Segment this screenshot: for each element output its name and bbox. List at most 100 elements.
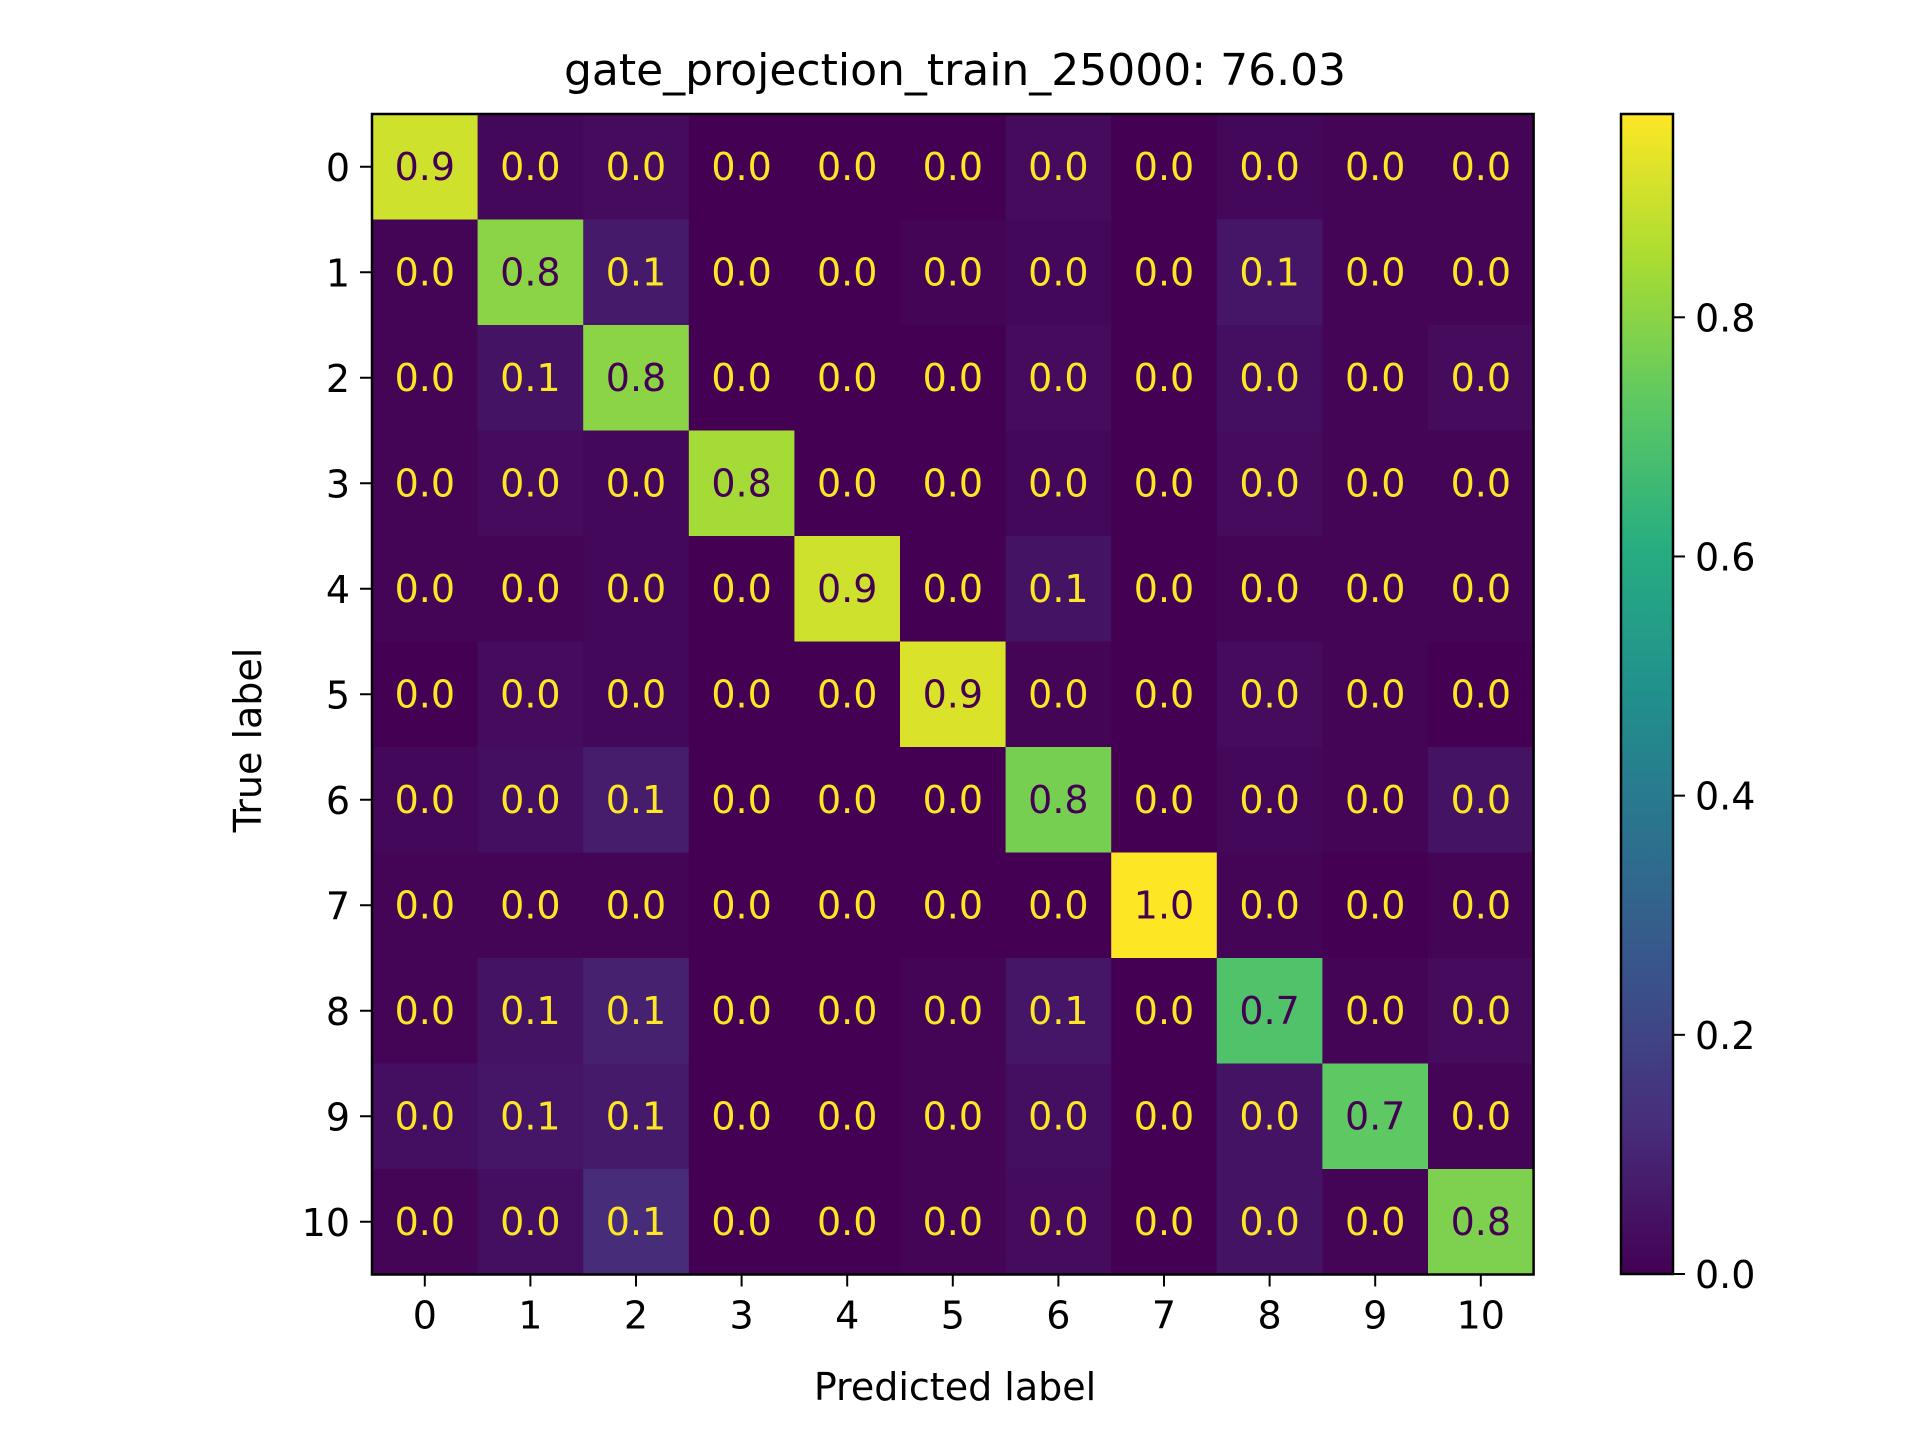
cell-value-label: 0.0: [395, 883, 455, 927]
heatmap-cell: [583, 747, 690, 854]
cell-value-label: 0.0: [1345, 672, 1405, 716]
heatmap-cells: [372, 114, 1535, 1276]
cell-value-label: 0.8: [1451, 1200, 1511, 1244]
cell-value-label: 0.0: [1451, 356, 1511, 400]
y-tick-label: 6: [326, 779, 350, 823]
cell-value-label: 0.0: [1451, 989, 1511, 1033]
cell-value-label: 0.0: [500, 145, 560, 189]
colorbar-tick-label: 0.6: [1695, 535, 1755, 579]
heatmap-cell: [477, 1063, 584, 1170]
cell-value-label: 0.0: [1134, 672, 1194, 716]
cell-value-label: 0.0: [1239, 883, 1299, 927]
colorbar-tick-label: 0.8: [1695, 296, 1755, 340]
heatmap-cell: [1322, 536, 1429, 643]
heatmap-cell: [477, 958, 584, 1065]
cell-value-label: 0.0: [817, 356, 877, 400]
heatmap-cell: [900, 747, 1007, 854]
cell-value-label: 0.0: [1028, 1200, 1088, 1244]
heatmap-cell: [583, 641, 690, 748]
cell-value-label: 0.0: [606, 672, 666, 716]
heatmap-cell: [688, 641, 795, 748]
colorbar-tick-label: 0.2: [1695, 1014, 1755, 1058]
cell-value-label: 0.0: [1345, 461, 1405, 505]
cell-value-label: 0.0: [1239, 672, 1299, 716]
x-tick-label: 3: [730, 1294, 754, 1338]
heatmap-cell: [1111, 430, 1218, 537]
heatmap-cell: [1216, 219, 1323, 326]
heatmap-cell: [372, 958, 479, 1065]
heatmap-cell: [794, 536, 901, 643]
heatmap-cell: [1216, 430, 1323, 537]
heatmap-cell: [583, 1063, 690, 1170]
y-tick-label: 0: [326, 146, 350, 190]
y-axis-ticks: 0 1 2 3 4 5 6 7 8 9 10: [302, 146, 372, 1245]
cell-value-label: 0.0: [817, 145, 877, 189]
cell-value-label: 0.0: [1451, 778, 1511, 822]
cell-value-label: 0.8: [1028, 778, 1088, 822]
cell-value-label: 0.0: [817, 672, 877, 716]
cell-value-label: 0.0: [1134, 356, 1194, 400]
x-tick-label: 6: [1046, 1294, 1070, 1338]
heatmap-cell: [688, 958, 795, 1065]
colorbar-tick-label: 0.4: [1695, 775, 1755, 819]
colorbar: [1619, 112, 1675, 1276]
cell-value-label: 0.7: [1345, 1094, 1405, 1138]
heatmap-cell: [583, 1169, 690, 1276]
cell-value-label: 0.0: [711, 567, 771, 611]
heatmap-cell: [1005, 1063, 1112, 1170]
cell-value-label: 0.0: [923, 461, 983, 505]
heatmap-cell: [1111, 325, 1218, 432]
cell-value-label: 0.1: [500, 989, 560, 1033]
cell-value-label: 0.0: [817, 1200, 877, 1244]
heatmap-cell: [688, 325, 795, 432]
cell-value-label: 0.0: [1451, 883, 1511, 927]
heatmap-cell: [900, 325, 1007, 432]
heatmap-cell: [1322, 747, 1429, 854]
heatmap-cell: [794, 325, 901, 432]
cell-value-label: 0.0: [711, 1094, 771, 1138]
heatmap-cell: [1216, 747, 1323, 854]
heatmap-cell: [688, 852, 795, 959]
heatmap-cell: [1111, 114, 1218, 221]
heatmap-cell: [477, 325, 584, 432]
cell-value-label: 0.0: [1239, 778, 1299, 822]
cell-value-label: 1.0: [1134, 883, 1194, 927]
heatmap-cell: [900, 536, 1007, 643]
cell-value-label: 0.0: [1134, 1094, 1194, 1138]
heatmap-cell: [688, 430, 795, 537]
heatmap-cell: [688, 536, 795, 643]
cell-value-label: 0.0: [711, 989, 771, 1033]
x-tick-label: 8: [1258, 1294, 1282, 1338]
cell-value-label: 0.0: [1028, 1094, 1088, 1138]
heatmap-cell: [1322, 641, 1429, 748]
heatmap-cell: [1111, 641, 1218, 748]
heatmap-cell: [583, 852, 690, 959]
cell-value-label: 0.0: [606, 883, 666, 927]
cell-value-label: 0.0: [1239, 567, 1299, 611]
cell-value-label: 0.0: [500, 883, 560, 927]
heatmap-cell: [1005, 325, 1112, 432]
y-tick-label: 9: [326, 1095, 350, 1139]
cell-value-label: 0.0: [1239, 1094, 1299, 1138]
heatmap-cell: [1322, 430, 1429, 537]
cell-value-label: 0.0: [606, 567, 666, 611]
cell-value-label: 0.0: [923, 567, 983, 611]
cell-value-label: 0.0: [395, 461, 455, 505]
heatmap-cell: [1005, 114, 1112, 221]
cell-value-label: 0.0: [817, 989, 877, 1033]
cell-value-label: 0.7: [1239, 989, 1299, 1033]
cell-value-label: 0.8: [711, 461, 771, 505]
cell-value-label: 0.0: [711, 778, 771, 822]
heatmap-cell: [477, 641, 584, 748]
heatmap-cell-labels: 0.9 0.0 0.0 0.0 0.0 0.0 0.0 0.0 0.0 0.0 0.0 0.0 0.8 0…: [395, 145, 1511, 1244]
y-tick-label: 8: [326, 990, 350, 1034]
cell-value-label: 0.0: [395, 1094, 455, 1138]
heatmap-cell: [372, 325, 479, 432]
heatmap-cell: [900, 114, 1007, 221]
heatmap-cell: [477, 747, 584, 854]
y-tick-label: 4: [326, 568, 350, 612]
heatmap-cell: [1111, 1169, 1218, 1276]
cell-value-label: 0.0: [500, 1200, 560, 1244]
heatmap-cell: [1111, 747, 1218, 854]
